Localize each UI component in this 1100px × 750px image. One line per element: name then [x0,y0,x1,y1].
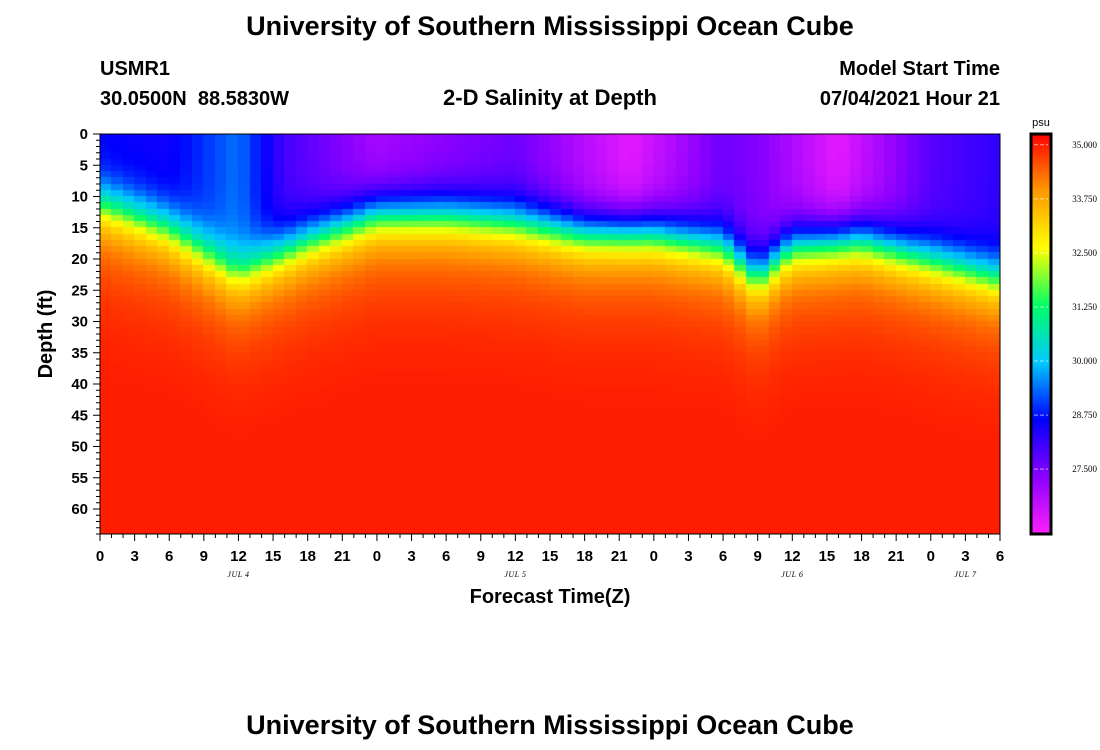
y-axis-title: Depth (ft) [35,290,57,379]
y-tick-label: 10 [71,189,88,206]
x-tick-label: 18 [299,548,316,565]
x-tick-label: 15 [542,548,559,565]
heatmap-field [100,134,1000,534]
x-tick-label: 6 [442,548,450,565]
heatmap-canvas [100,134,1000,534]
x-axis: 0 3 6 9 12 15 18 21 0 3 6 9 12 15 18 21 0 3 6 9 12 15 18 21 0 3 6 J… [96,534,1004,579]
y-tick-label: 55 [71,470,88,487]
colorbar-tick-label: 27.500 [1072,464,1097,474]
y-tick-label: 25 [71,282,88,299]
x-tick-label: 12 [784,548,801,565]
x-tick-label: 0 [927,548,935,565]
station-coords: 30.0500N 88.5830W [100,88,289,110]
footer-title: University of Southern Mississippi Ocean… [246,710,854,740]
x-tick-label: 0 [96,548,104,565]
x-tick-label: 9 [200,548,208,565]
y-axis: 0 5 10 15 20 25 30 35 40 45 50 55 60 [71,126,100,535]
colorbar-ticks: 35.000 33.750 32.500 31.250 30.000 28.750 27.5… [1034,140,1098,474]
y-tick-label: 15 [71,220,88,237]
colorbar-unit: psu [1032,117,1050,129]
x-axis-title: Forecast Time(Z) [470,586,631,608]
x-tick-label: 0 [373,548,381,565]
model-start-label: Model Start Time [839,58,1000,80]
x-tick-label: 6 [719,548,727,565]
y-tick-label: 5 [80,157,88,174]
colorbar: 35.000 33.750 32.500 31.250 30.000 28.750 27.5… [1029,132,1098,536]
x-tick-label: 15 [819,548,836,565]
x-tick-label: 18 [853,548,870,565]
x-tick-label: 3 [407,548,415,565]
colorbar-tick-label: 30.000 [1072,356,1097,366]
colorbar-tick-label: 33.750 [1072,194,1097,204]
y-tick-label: 45 [71,407,88,424]
y-tick-label: 30 [71,314,88,331]
x-tick-label: 9 [477,548,485,565]
x-day-label: JUL 4 [227,570,249,579]
y-tick-label: 50 [71,439,88,456]
x-tick-label: 18 [576,548,593,565]
x-tick-label: 6 [165,548,173,565]
y-tick-label: 35 [71,345,88,362]
x-tick-label: 21 [334,548,351,565]
station-id: USMR1 [100,58,170,80]
colorbar-tick-label: 32.500 [1072,248,1097,258]
y-tick-label: 40 [71,376,88,393]
x-day-label: JUL 6 [781,570,803,579]
colorbar-tick-label: 31.250 [1072,302,1097,312]
x-tick-label: 3 [961,548,969,565]
x-day-label: JUL 7 [954,570,977,579]
x-tick-label: 3 [684,548,692,565]
x-tick-label: 12 [230,548,247,565]
model-start-value: 07/04/2021 Hour 21 [820,88,1000,110]
y-tick-label: 20 [71,251,88,268]
x-tick-label: 3 [130,548,138,565]
x-tick-label: 9 [754,548,762,565]
y-tick-label: 0 [80,126,88,143]
x-tick-label: 21 [888,548,905,565]
x-tick-label: 6 [996,548,1004,565]
x-tick-label: 21 [611,548,628,565]
x-tick-label: 0 [650,548,658,565]
plot-name: 2-D Salinity at Depth [443,85,657,110]
page-title: University of Southern Mississippi Ocean… [246,11,854,41]
x-tick-label: 15 [265,548,282,565]
colorbar-tick-label: 35.000 [1072,140,1097,150]
x-tick-label: 12 [507,548,524,565]
x-day-label: JUL 5 [504,570,526,579]
colorbar-gradient [1029,132,1053,536]
y-tick-label: 60 [71,501,88,518]
colorbar-tick-label: 28.750 [1072,410,1097,420]
